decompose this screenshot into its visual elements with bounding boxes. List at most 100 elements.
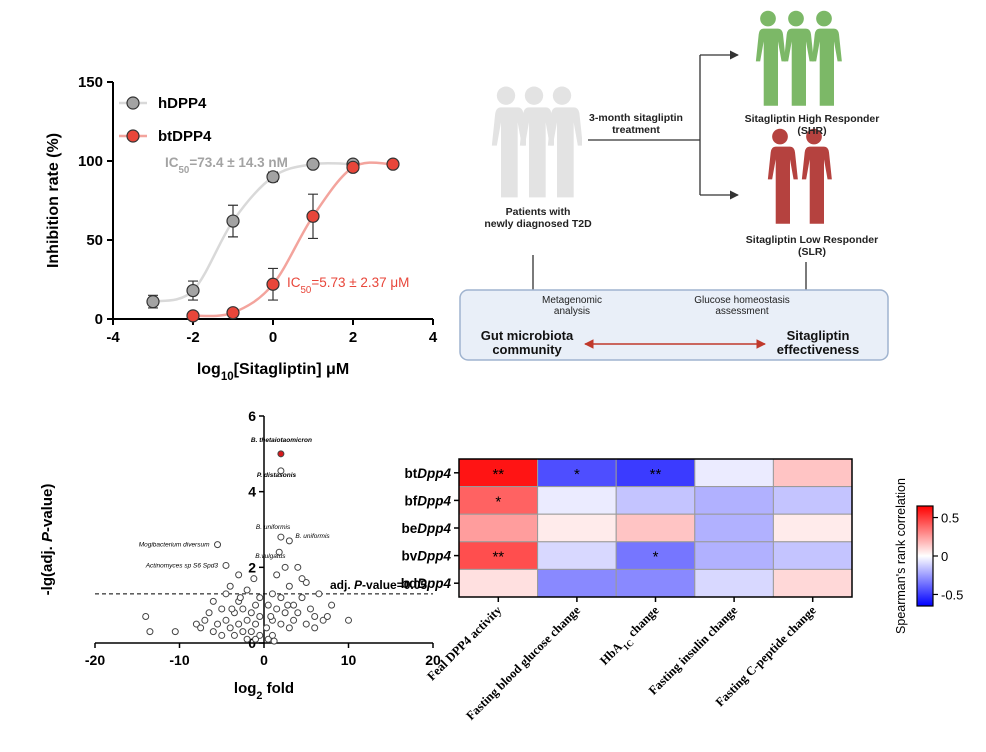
point-label: B. uniformis — [295, 533, 330, 540]
data-point — [209, 628, 217, 636]
data-point — [235, 571, 243, 579]
text-part: -lg(adj. — [39, 542, 56, 595]
heatmap-cell — [615, 513, 696, 543]
point-label: B.vulgatus — [255, 553, 286, 560]
data-point — [315, 590, 323, 598]
data-point — [319, 616, 327, 624]
text-line: community — [492, 342, 562, 357]
data-point — [226, 624, 234, 632]
text-part: =73.4 ± 14.3 nM — [189, 155, 288, 170]
data-point — [252, 635, 260, 643]
shr-label: Sitagliptin High Responder (SHR) — [745, 113, 880, 137]
data-point — [273, 605, 281, 613]
heatmap-cell — [615, 458, 696, 488]
row-label: bfDpp4 — [405, 493, 452, 508]
y-tick-label: 150 — [78, 74, 103, 91]
data-point — [277, 594, 285, 602]
glucose-label: Glucose homeostasis assessment — [694, 295, 790, 317]
text-part: bt — [405, 466, 418, 481]
heatmap-cell — [772, 541, 853, 570]
treatment-label: 3-month sitagliptin treatment — [589, 112, 683, 136]
data-point — [311, 624, 319, 632]
text-part: 10 — [221, 371, 234, 383]
row-label: bvDpp4 — [401, 549, 451, 564]
y-tick-label: 2 — [248, 559, 256, 575]
x-tick-label: -4 — [106, 329, 120, 346]
heatmap-cell — [694, 513, 774, 543]
data-point — [263, 624, 271, 632]
data-point — [236, 594, 244, 602]
data-point — [171, 628, 179, 636]
heatmap-cell — [772, 568, 853, 598]
data-point — [209, 597, 217, 605]
heatmap-cell — [772, 486, 853, 515]
text-part: bv — [401, 549, 417, 564]
data-point — [323, 613, 331, 621]
text-part: P — [354, 578, 363, 592]
labeled-point — [275, 548, 283, 556]
labeled-point — [277, 450, 285, 458]
data-point — [264, 601, 272, 609]
colorbar — [916, 505, 934, 607]
data-point — [222, 616, 230, 624]
colorbar-tick-label: -0.5 — [941, 587, 963, 602]
annotation: IC50=5.73 ± 2.37 μM — [287, 275, 409, 296]
text-part: P — [39, 531, 56, 542]
y-tick-label: 0 — [95, 311, 103, 328]
data-point — [268, 590, 276, 598]
effect-label: Sitagliptin effectiveness — [777, 328, 859, 357]
slr-icon — [767, 128, 832, 224]
data-point — [205, 609, 213, 617]
text-part: [Sitagliptin] μM — [234, 361, 350, 378]
text-part: Dpp4 — [417, 493, 451, 508]
heatmap-cell — [537, 486, 617, 515]
text-line: Glucose homeostasis — [694, 295, 790, 306]
row-label: beDpp4 — [401, 521, 451, 536]
text-part: Dpp4 — [417, 576, 451, 591]
data-point — [222, 590, 230, 598]
data-point — [266, 170, 280, 184]
column-label: Fasting insulin change — [646, 603, 741, 698]
data-point — [290, 601, 298, 609]
text-line: Metagenomic — [542, 295, 602, 306]
significance: ** — [492, 549, 504, 566]
data-point — [247, 609, 255, 617]
heatmap-cell — [694, 486, 774, 515]
text-part: fold — [262, 680, 294, 697]
data-point — [285, 624, 293, 632]
data-point — [218, 605, 226, 613]
data-point — [267, 613, 275, 621]
text-part: change — [623, 603, 662, 642]
x-tick-label: -10 — [169, 652, 189, 668]
point-label: P. distasonis — [257, 472, 297, 479]
labeled-point — [222, 561, 230, 569]
data-point — [192, 620, 200, 628]
heatmap-cell — [537, 568, 617, 598]
heatmap-cell — [537, 458, 617, 488]
text-line: Sitagliptin — [787, 328, 850, 343]
y-axis-label: -lg(adj. P-value) — [39, 484, 56, 596]
threshold-label: adj. P-value=0.05 — [330, 578, 427, 592]
point-label: B. uniformis — [256, 524, 291, 531]
data-point — [306, 209, 320, 223]
text-line: effectiveness — [777, 342, 859, 357]
y-axis-label: Inhibition rate (%) — [45, 133, 62, 268]
heatmap-cell — [537, 541, 617, 570]
data-point — [268, 631, 276, 639]
text-part: 50 — [301, 285, 312, 296]
arrows — [528, 50, 811, 313]
data-point — [235, 620, 243, 628]
text-part: IC — [165, 155, 179, 170]
data-point — [273, 571, 281, 579]
text-line: analysis — [554, 306, 590, 317]
text-part: be — [401, 521, 417, 536]
data-point — [306, 157, 320, 171]
data-point — [239, 605, 247, 613]
legend-label: hDPP4 — [158, 95, 207, 112]
significance: * — [653, 549, 659, 566]
text-line: (SHR) — [797, 125, 826, 137]
x-tick-label: 0 — [260, 652, 268, 668]
heatmap-cell — [694, 568, 774, 598]
x-tick-label: -2 — [186, 329, 199, 346]
